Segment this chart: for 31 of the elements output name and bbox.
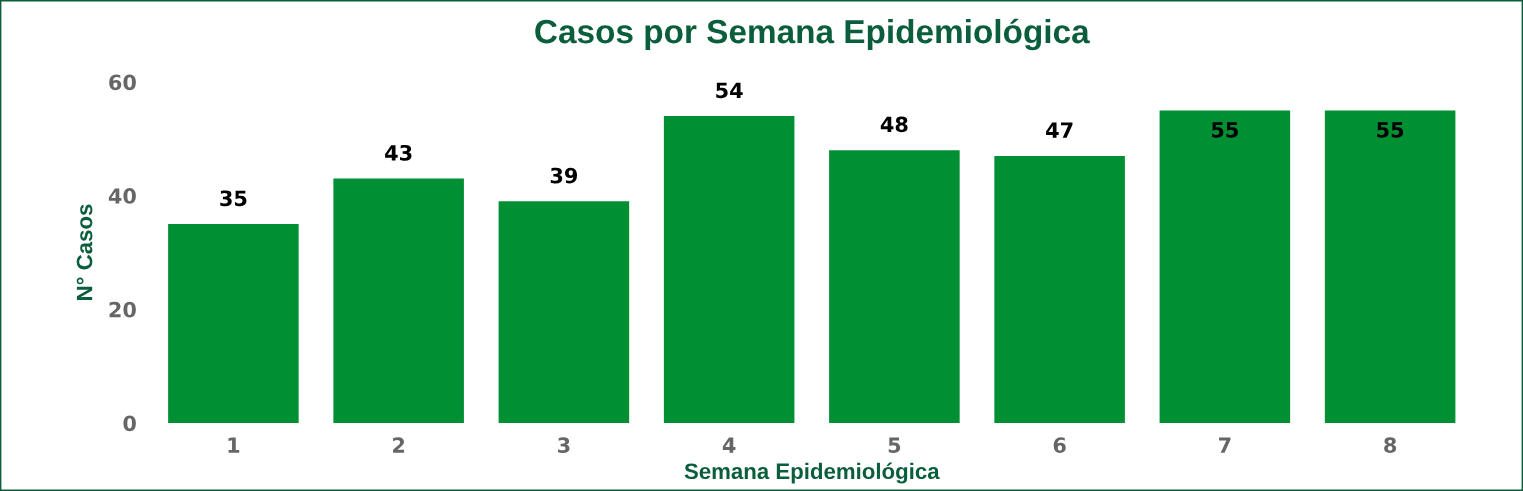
x-tick-label: 6 xyxy=(1053,437,1066,454)
data-label: 48 xyxy=(880,116,908,133)
x-tick-label: 8 xyxy=(1384,437,1397,454)
bar xyxy=(994,155,1125,423)
bar xyxy=(663,116,795,423)
y-tick-label: 60 xyxy=(109,74,136,91)
data-label: 39 xyxy=(550,167,578,184)
bar xyxy=(498,201,630,423)
data-label: 35 xyxy=(220,190,247,207)
bar xyxy=(829,150,960,423)
bar xyxy=(333,178,464,423)
x-tick-label: 5 xyxy=(888,437,901,454)
x-axis-title: Semana Epidemiológica xyxy=(684,462,940,484)
chart-title: Casos por Semana Epidemiológica xyxy=(535,18,1090,51)
y-axis-title: N° Casos xyxy=(76,204,93,300)
data-label: 55 xyxy=(1377,122,1404,138)
y-tick-label: 40 xyxy=(108,188,136,204)
y-tick-label: 0 xyxy=(123,415,136,432)
bar xyxy=(1324,110,1456,423)
data-label: 54 xyxy=(716,82,743,99)
x-tick-label: 3 xyxy=(558,437,570,454)
x-tick-label: 4 xyxy=(722,437,736,453)
data-label: 47 xyxy=(1046,122,1073,138)
bar xyxy=(168,224,299,423)
y-tick-label: 20 xyxy=(109,301,136,318)
data-label: 43 xyxy=(385,144,412,161)
bar xyxy=(1159,110,1291,423)
x-tick-label: 2 xyxy=(393,437,405,453)
x-tick-label: 7 xyxy=(1219,437,1231,453)
data-label: 55 xyxy=(1211,122,1238,138)
x-tick-label: 1 xyxy=(228,437,240,453)
